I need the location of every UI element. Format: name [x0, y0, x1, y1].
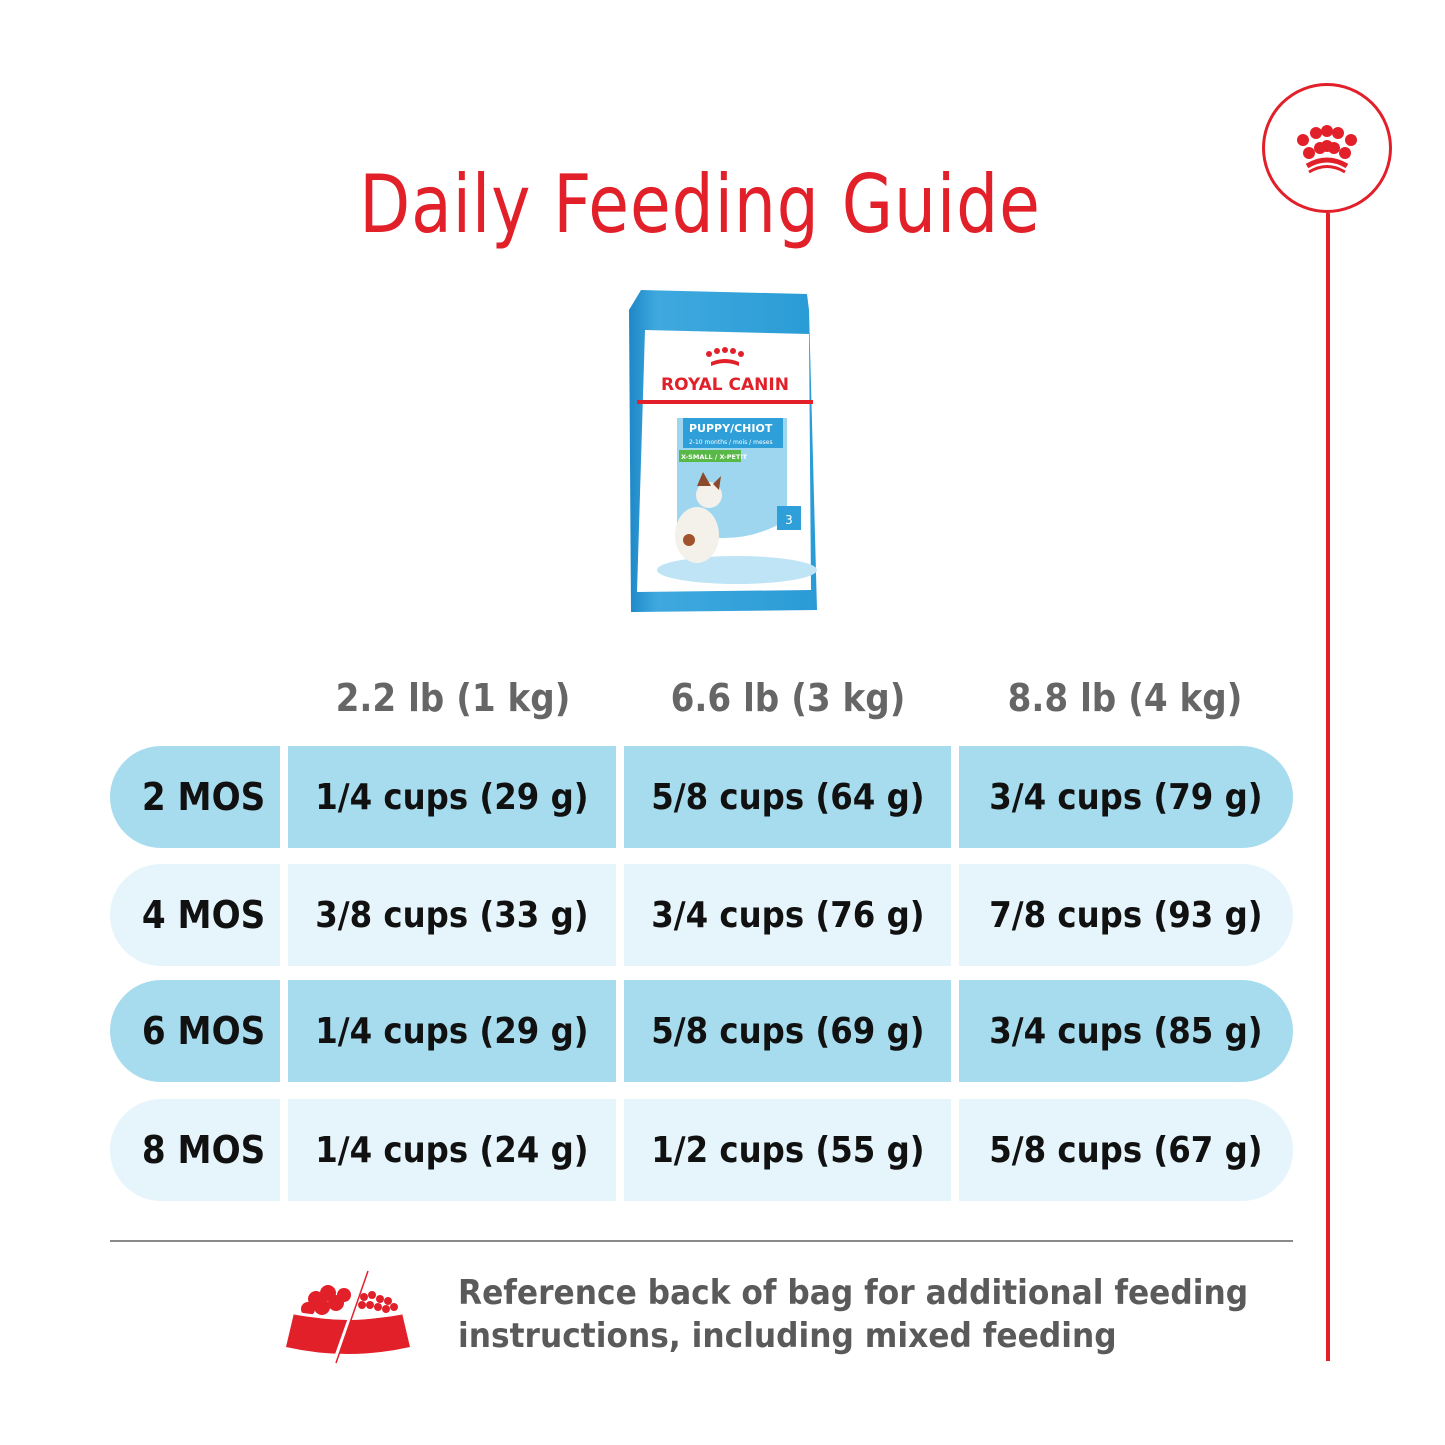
footer-note-line-2: instructions, including mixed feeding [458, 1316, 1117, 1356]
table-cell: 7/8 cups (93 g) [959, 864, 1293, 966]
footer-note-line-1: Reference back of bag for additional fee… [458, 1273, 1249, 1313]
table-cell: 3/4 cups (79 g) [959, 746, 1293, 848]
table-cell: 1/4 cups (24 g) [288, 1099, 616, 1201]
table-cell: 5/8 cups (64 g) [624, 746, 951, 848]
bag-age-text: 2-10 months / mois / meses [689, 439, 773, 446]
bag-brand-text: ROYAL CANIN [661, 375, 789, 395]
table-row-4mos: 4 MOS 3/8 cups (33 g) 3/4 cups (76 g) 7/… [110, 864, 1293, 966]
brand-logo-badge [1262, 83, 1392, 213]
table-row-2mos: 2 MOS 1/4 cups (29 g) 5/8 cups (64 g) 3/… [110, 746, 1293, 848]
age-label-cell: 2 MOS [110, 746, 280, 848]
column-header-1kg: 2.2 lb (1 kg) [335, 676, 571, 720]
table-cell: 3/8 cups (33 g) [288, 864, 616, 966]
column-header-3kg: 6.6 lb (3 kg) [670, 676, 906, 720]
table-cell: 5/8 cups (67 g) [959, 1099, 1293, 1201]
table-cell: 5/8 cups (69 g) [624, 980, 951, 1082]
age-label-cell: 8 MOS [110, 1099, 280, 1201]
footer-note: Reference back of bag for additional fee… [458, 1272, 1248, 1358]
age-label-cell: 4 MOS [110, 864, 280, 966]
page-title: Daily Feeding Guide [359, 158, 1041, 251]
royal-crown-icon [1297, 125, 1357, 174]
bag-line-text: PUPPY/CHIOT [689, 422, 773, 435]
table-cell: 1/4 cups (29 g) [288, 746, 616, 848]
footer-divider [110, 1240, 1293, 1242]
table-cell: 3/4 cups (76 g) [624, 864, 951, 966]
column-header-4kg: 8.8 lb (4 kg) [1007, 676, 1243, 720]
bag-size-text: X-SMALL / X-PETIT [681, 453, 748, 461]
product-bag-image: ROYAL CANIN PUPPY/CHIOT 2-10 months / mo… [627, 290, 823, 612]
table-cell: 1/2 cups (55 g) [624, 1099, 951, 1201]
brand-accent-line [1326, 213, 1330, 1361]
table-row-8mos: 8 MOS 1/4 cups (24 g) 1/2 cups (55 g) 5/… [110, 1099, 1293, 1201]
food-bowl-icon [278, 1265, 418, 1365]
age-label-cell: 6 MOS [110, 980, 280, 1082]
table-row-6mos: 6 MOS 1/4 cups (29 g) 5/8 cups (69 g) 3/… [110, 980, 1293, 1082]
bag-stage-badge: 3 [785, 513, 793, 527]
table-cell: 3/4 cups (85 g) [959, 980, 1293, 1082]
table-cell: 1/4 cups (29 g) [288, 980, 616, 1082]
